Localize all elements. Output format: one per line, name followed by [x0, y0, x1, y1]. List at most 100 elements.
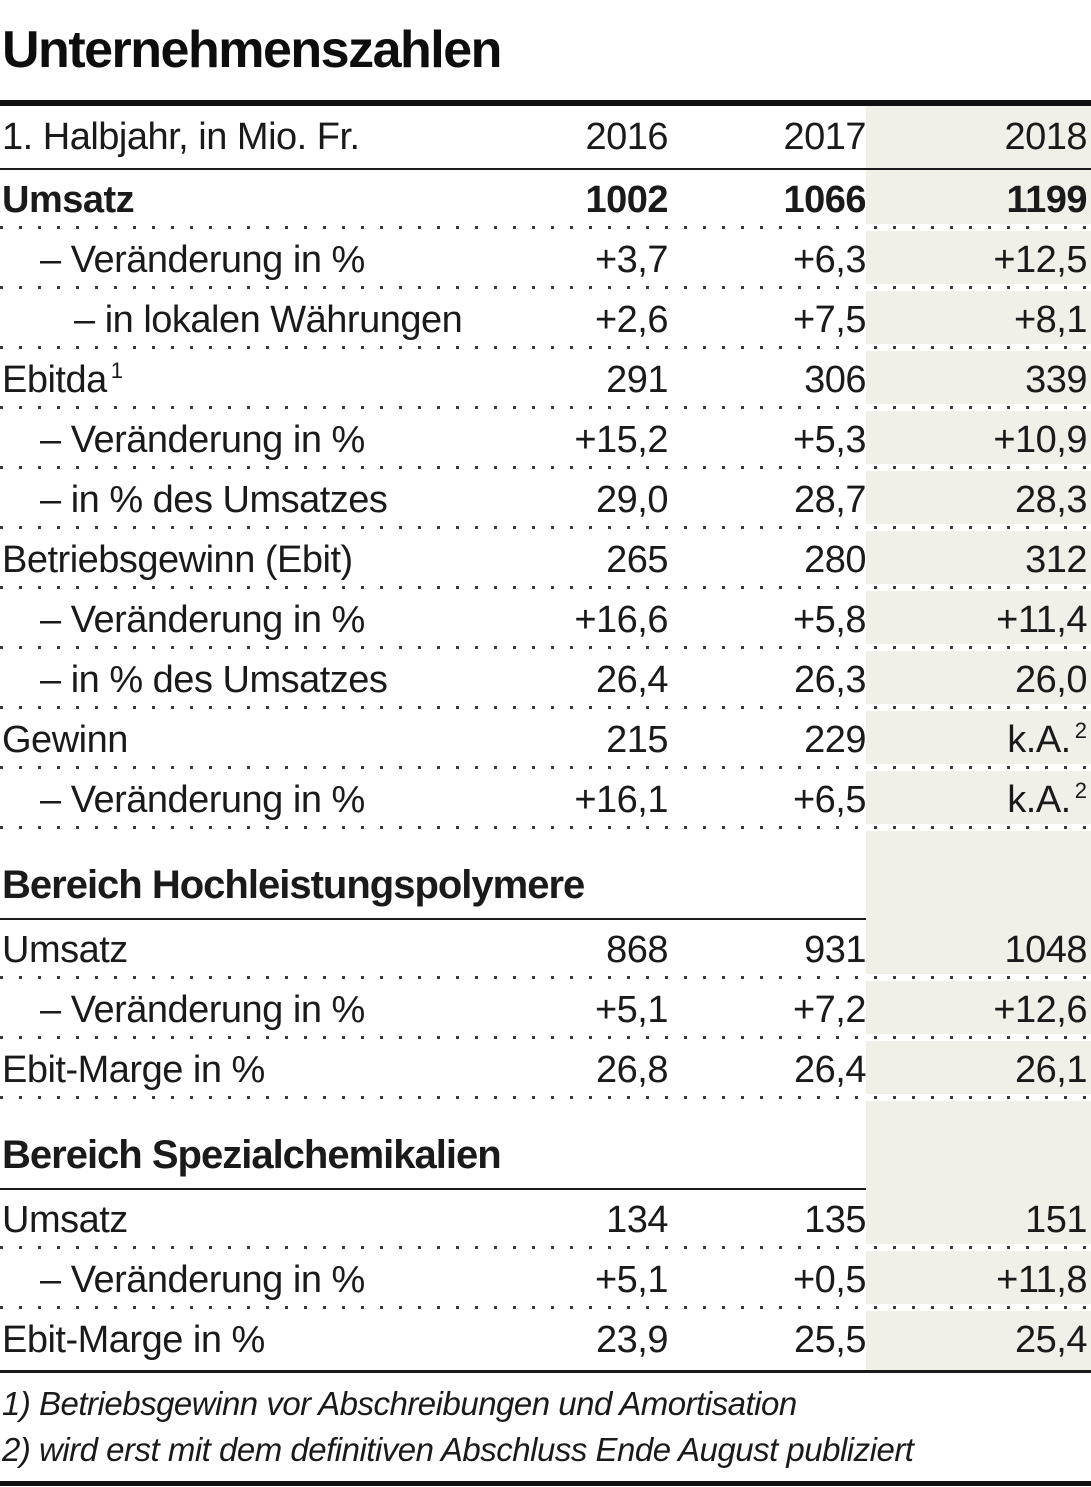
- row-label: – Veränderung in %: [0, 419, 468, 462]
- value-cell: 868: [468, 929, 668, 972]
- row-label-text: Umsatz: [2, 928, 128, 971]
- value-cell: +0,5: [668, 1258, 867, 1302]
- row-label: Gewinn: [0, 719, 468, 762]
- value-cell: 215: [468, 719, 668, 762]
- value-cell: 23,9: [468, 1319, 668, 1362]
- value-text: 868: [606, 928, 668, 971]
- value-cell: 28,7: [668, 479, 866, 522]
- table-row: – Veränderung in % +16,6 +5,8 +11,4: [0, 590, 1091, 651]
- value-text: 26,3: [794, 658, 866, 701]
- value-cell: +15,2: [468, 419, 668, 462]
- table-row: – in % des Umsatzes 26,4 26,3 26,0: [0, 650, 1091, 711]
- value-cell: 26,4: [468, 659, 668, 702]
- value-cell: 26,4: [668, 1049, 866, 1092]
- value-text: 339: [1025, 358, 1087, 401]
- value-text: 291: [606, 358, 668, 401]
- row-label-text: – in % des Umsatzes: [40, 478, 388, 521]
- value-text: +6,3: [792, 238, 867, 281]
- value-text: 1048: [1004, 928, 1087, 971]
- value-text: 265: [606, 538, 668, 581]
- value-text: 23,9: [596, 1318, 668, 1361]
- value-text: 29,0: [596, 478, 668, 521]
- row-label: Ebit-Marge in %: [0, 1049, 468, 1092]
- value-text: +7,2: [792, 988, 867, 1031]
- footnote-marker: 1: [110, 357, 123, 383]
- value-text: 26,0: [1015, 658, 1087, 701]
- section-heading: Bereich Spezialchemikalien: [0, 1100, 1091, 1190]
- table-row: Gewinn 215 229 k.A. 2: [0, 710, 1091, 771]
- value-cell: 312: [866, 539, 1091, 582]
- row-label: Ebitda 1: [0, 357, 468, 402]
- table-row: – Veränderung in % +15,2 +5,3 +10,9: [0, 410, 1091, 471]
- value-cell: 291: [468, 359, 668, 402]
- table-row: – Veränderung in % +5,1 +7,2 +12,6: [0, 980, 1091, 1041]
- row-label: – Veränderung in %: [0, 599, 468, 642]
- page-title: Unternehmenszahlen: [2, 21, 502, 79]
- value-text: 1199: [1006, 178, 1088, 221]
- table-row: – Veränderung in % +5,1 +0,5 +11,8: [0, 1250, 1091, 1311]
- table-row: – in % des Umsatzes 29,0 28,7 28,3: [0, 470, 1091, 531]
- value-text: 25,4: [1015, 1318, 1087, 1361]
- value-cell: 1048: [866, 929, 1091, 972]
- value-cell: +8,1: [866, 299, 1091, 342]
- value-cell: +16,6: [468, 599, 668, 642]
- row-label: – Veränderung in %: [0, 989, 468, 1032]
- value-text: 135: [804, 1198, 866, 1241]
- value-text: 134: [606, 1198, 668, 1241]
- bottom-rule: [0, 1481, 1091, 1486]
- table-header-row: 1. Halbjahr, in Mio. Fr. 2016 2017 2018: [0, 106, 1091, 170]
- row-label-text: – Veränderung in %: [40, 988, 365, 1031]
- value-cell: 28,3: [866, 479, 1091, 522]
- header-year-2018: 2018: [1004, 115, 1087, 158]
- row-label-text: Betriebsgewinn (Ebit): [2, 538, 353, 581]
- value-text: +0,5: [792, 1258, 867, 1301]
- value-cell: +5,1: [468, 1259, 669, 1302]
- section-heading-label: Bereich Hochleistungspolymere: [2, 863, 585, 907]
- row-label: Umsatz: [0, 1199, 468, 1242]
- table-row: Umsatz 134 135 151: [0, 1190, 1091, 1251]
- value-cell: 151: [866, 1199, 1091, 1242]
- value-text: 1002: [585, 178, 668, 221]
- header-unit-label: 1. Halbjahr, in Mio. Fr.: [2, 115, 360, 158]
- value-cell: +11,8: [866, 1259, 1091, 1302]
- row-label-text: Ebit-Marge in %: [2, 1318, 265, 1361]
- row-label-text: – in lokalen Währungen: [74, 298, 463, 341]
- table-row: Umsatz 868 931 1048: [0, 920, 1091, 981]
- value-cell: +5,3: [668, 419, 867, 462]
- value-cell: 931: [668, 929, 866, 972]
- value-text: 280: [804, 538, 866, 581]
- row-label: Umsatz: [0, 179, 468, 222]
- header-year-2016: 2016: [585, 115, 668, 158]
- value-text: +5,1: [594, 988, 669, 1031]
- value-text: 25,5: [794, 1318, 866, 1361]
- row-label-text: Ebit-Marge in %: [2, 1048, 265, 1091]
- table-row: Ebit-Marge in % 26,8 26,4 26,1: [0, 1040, 1091, 1101]
- value-text: +3,7: [594, 238, 669, 281]
- value-text: +8,1: [1013, 298, 1088, 341]
- value-text: +2,6: [594, 298, 669, 341]
- value-cell: 306: [668, 359, 866, 402]
- value-text: +15,2: [574, 418, 668, 461]
- footnote-marker: 2: [1074, 717, 1087, 743]
- value-cell: +6,3: [668, 238, 867, 282]
- value-cell: +7,2: [668, 988, 867, 1032]
- top-rule: [0, 100, 1091, 106]
- value-text: +11,4: [996, 598, 1087, 641]
- value-cell: 1066: [668, 179, 866, 222]
- row-label-text: – Veränderung in %: [40, 1258, 365, 1301]
- row-label-text: – Veränderung in %: [40, 598, 365, 641]
- value-cell: k.A. 2: [866, 778, 1091, 822]
- value-text: +6,5: [792, 778, 867, 821]
- value-text: 26,1: [1015, 1048, 1087, 1091]
- value-cell: +5,1: [468, 988, 669, 1032]
- value-text: 26,4: [596, 658, 668, 701]
- table-row: Ebit-Marge in % 23,9 25,5 25,4: [0, 1310, 1091, 1370]
- value-text: +5,8: [792, 598, 867, 641]
- value-cell: +6,5: [668, 778, 867, 822]
- row-label: – in % des Umsatzes: [0, 479, 468, 522]
- table-row: Umsatz 1002 1066 1199: [0, 170, 1091, 231]
- value-cell: +3,7: [468, 238, 669, 282]
- value-cell: +12,5: [866, 239, 1091, 282]
- value-text: +7,5: [792, 298, 867, 341]
